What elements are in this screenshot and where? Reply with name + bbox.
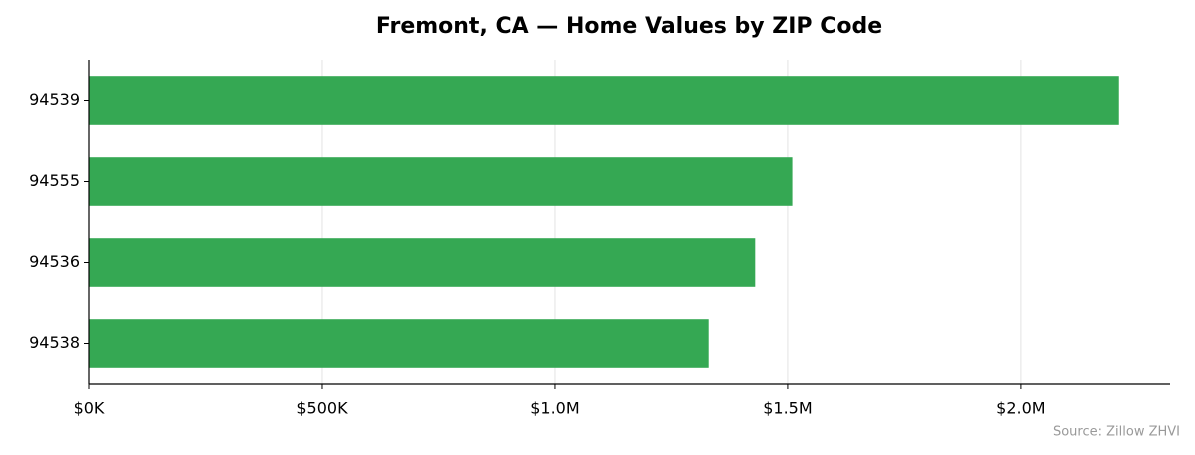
x-tick-label: $1.0M [530, 399, 579, 418]
bar [89, 76, 1119, 125]
y-tick-label: 94538 [29, 333, 80, 352]
x-tick-label: $1.5M [763, 399, 812, 418]
x-tick-label: $500K [296, 399, 348, 418]
chart-title: Fremont, CA — Home Values by ZIP Code [376, 14, 882, 39]
y-tick-label: 94536 [29, 252, 80, 271]
x-tick-label: $2.0M [996, 399, 1045, 418]
y-tick-label: 94555 [29, 171, 80, 190]
bar [89, 157, 793, 206]
bar [89, 319, 709, 368]
source-note: Source: Zillow ZHVI [1053, 425, 1180, 440]
bar [89, 238, 756, 287]
x-tick-label: $0K [74, 399, 105, 418]
y-tick-label: 94539 [29, 90, 80, 109]
